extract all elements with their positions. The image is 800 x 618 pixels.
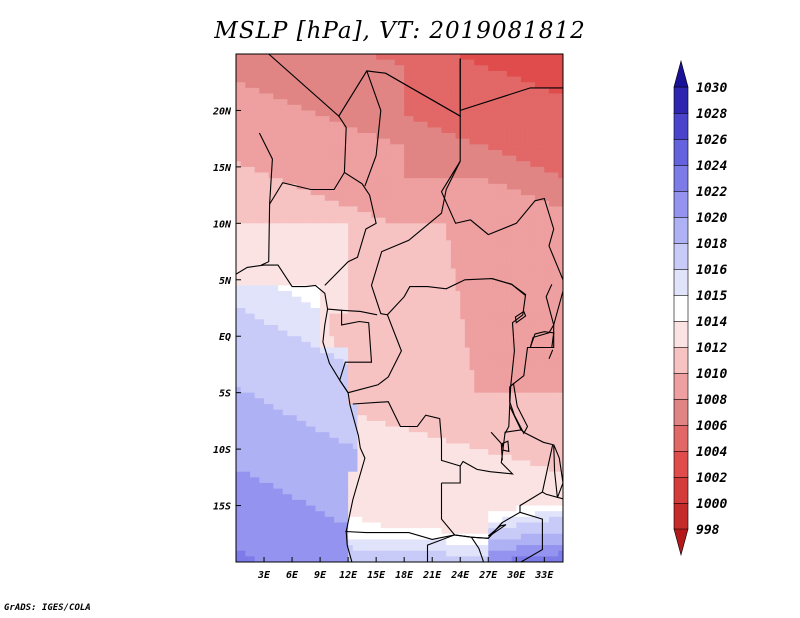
border-line xyxy=(548,349,554,360)
colorbar-min-extension xyxy=(673,528,689,557)
x-tick-label: 12E xyxy=(339,570,358,581)
x-tick-label: 33E xyxy=(534,570,554,581)
colorbar-box xyxy=(673,294,689,322)
lake-outline xyxy=(529,331,555,349)
border-line xyxy=(519,511,543,562)
border-line xyxy=(440,483,456,536)
x-tick-label: 30E xyxy=(506,570,526,581)
lake-outline xyxy=(501,440,510,453)
border-line xyxy=(364,70,382,187)
chart-title: MSLP [hPa], VT: 2019081812 xyxy=(214,18,586,44)
colorbar-box xyxy=(673,372,689,400)
colorbar-label: 1028 xyxy=(696,107,727,122)
y-tick-label: EQ xyxy=(219,332,231,343)
border-line xyxy=(504,406,511,434)
colorbar-box xyxy=(673,190,689,218)
grads-credit: GrADS: IGES/COLA xyxy=(4,603,91,613)
colorbar-box xyxy=(673,450,689,478)
colorbar-box xyxy=(673,138,689,166)
y-tick-label: 10S xyxy=(213,445,231,456)
colorbar-label: 1004 xyxy=(696,445,727,460)
colorbar-box xyxy=(673,164,689,192)
colorbar-box xyxy=(673,112,689,140)
colorbar-label: 1008 xyxy=(696,393,727,408)
lake-outline xyxy=(487,524,507,537)
border-line xyxy=(352,278,527,475)
colorbar-box xyxy=(673,86,689,114)
colorbar-label: 1014 xyxy=(696,315,727,330)
coastline xyxy=(236,264,366,562)
border-line xyxy=(324,115,377,286)
colorbar-box xyxy=(673,320,689,348)
x-tick-label: 24E xyxy=(450,570,470,581)
colorbar-box xyxy=(673,346,689,374)
country-borders xyxy=(236,54,563,562)
colorbar-label: 1022 xyxy=(696,185,727,200)
border-line xyxy=(269,172,345,205)
y-tick-label: 10N xyxy=(213,219,232,230)
border-line xyxy=(459,58,563,112)
colorbar-label: 1010 xyxy=(696,367,727,382)
map-frame xyxy=(235,53,564,563)
lake-outline xyxy=(509,382,529,435)
x-tick-label: 15E xyxy=(367,570,386,581)
colorbar-label: 1026 xyxy=(696,133,727,148)
colorbar-box xyxy=(673,216,689,244)
x-tick-label: 21E xyxy=(422,570,442,581)
colorbar-label: 1015 xyxy=(696,289,727,304)
lake-outline xyxy=(514,310,527,324)
lake-outline xyxy=(553,444,563,498)
colorbar-box xyxy=(673,242,689,270)
colorbar-label: 1012 xyxy=(696,341,727,356)
y-tick-label: 5S xyxy=(219,389,231,400)
border-line xyxy=(440,160,563,281)
colorbar-label: 1016 xyxy=(696,263,727,278)
colorbar: 998 1000 1002 1004 1006 1008 1010 1012 1014 1015 1… xyxy=(673,59,727,557)
y-tick-label: 15N xyxy=(213,163,232,174)
y-tick-label: 15S xyxy=(213,502,231,513)
colorbar-box xyxy=(673,424,689,452)
border-line xyxy=(441,466,461,484)
pressure-field xyxy=(236,54,563,562)
border-line xyxy=(341,309,378,316)
x-tick-label: 18E xyxy=(395,570,414,581)
border-line xyxy=(426,534,472,562)
colorbar-label: 1018 xyxy=(696,237,727,252)
x-tick-label: 6E xyxy=(286,570,299,581)
colorbar-label: 1000 xyxy=(696,497,727,512)
colorbar-label: 1024 xyxy=(696,159,727,174)
colorbar-label: 998 xyxy=(696,523,720,538)
x-tick-label: 9E xyxy=(314,570,327,581)
colorbar-box xyxy=(673,476,689,504)
x-tick-label: 27E xyxy=(478,570,498,581)
colorbar-box xyxy=(673,398,689,426)
border-line xyxy=(490,431,503,461)
x-axis: 3E 6E 9E 12E 15E 18E 21E 24E 27E 30E 33E xyxy=(257,557,554,581)
colorbar-box xyxy=(673,268,689,296)
colorbar-max-extension xyxy=(673,59,689,88)
colorbar-label: 1030 xyxy=(696,81,727,96)
border-line xyxy=(327,308,403,394)
y-tick-label: 5N xyxy=(219,276,232,287)
y-axis: 20N 15N 10N 5N EQ 5S 10S 15S xyxy=(212,106,241,513)
colorbar-box xyxy=(673,502,689,530)
y-tick-label: 20N xyxy=(212,106,232,117)
colorbar-label: 1002 xyxy=(696,471,727,486)
x-tick-label: 3E xyxy=(257,570,271,581)
colorbar-label: 1020 xyxy=(696,211,727,226)
colorbar-label: 1006 xyxy=(696,419,727,434)
